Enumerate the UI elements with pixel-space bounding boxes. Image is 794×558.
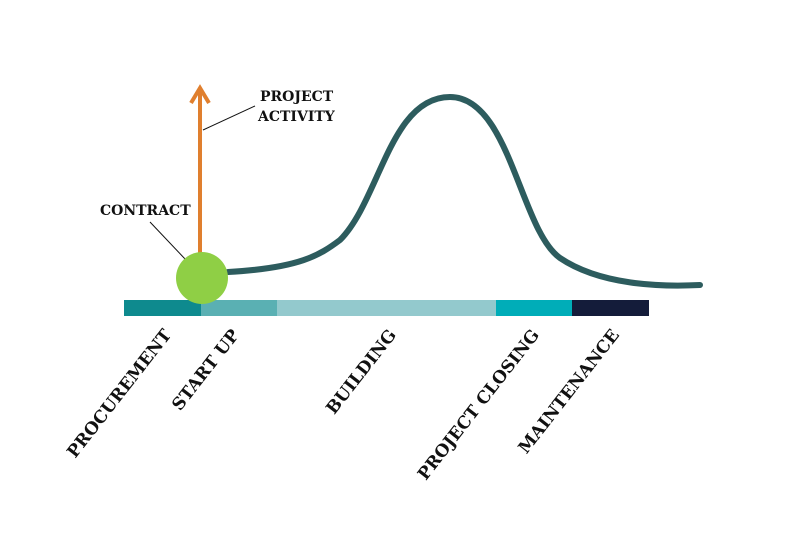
arrow-head (189, 84, 211, 105)
phase-segment (496, 300, 572, 316)
phase-segment (277, 300, 496, 316)
phase-label: BUILDING (322, 326, 400, 419)
phase-label: PROJECT CLOSING (414, 326, 544, 484)
leader-line (149, 221, 187, 261)
phase-bar (124, 300, 649, 316)
annotation: ACTIVITY (257, 109, 336, 125)
phase-label: START UP (168, 326, 244, 415)
activity-curve (225, 93, 703, 289)
phase-label: PROCUREMENT (63, 326, 176, 462)
leader-line (202, 105, 256, 131)
contract-marker (176, 252, 228, 304)
phase-segment (201, 300, 277, 316)
phase-segment (124, 300, 201, 316)
annotation: PROJECT (260, 89, 334, 105)
annotation: CONTRACT (100, 203, 191, 219)
phase-segment (572, 300, 649, 316)
